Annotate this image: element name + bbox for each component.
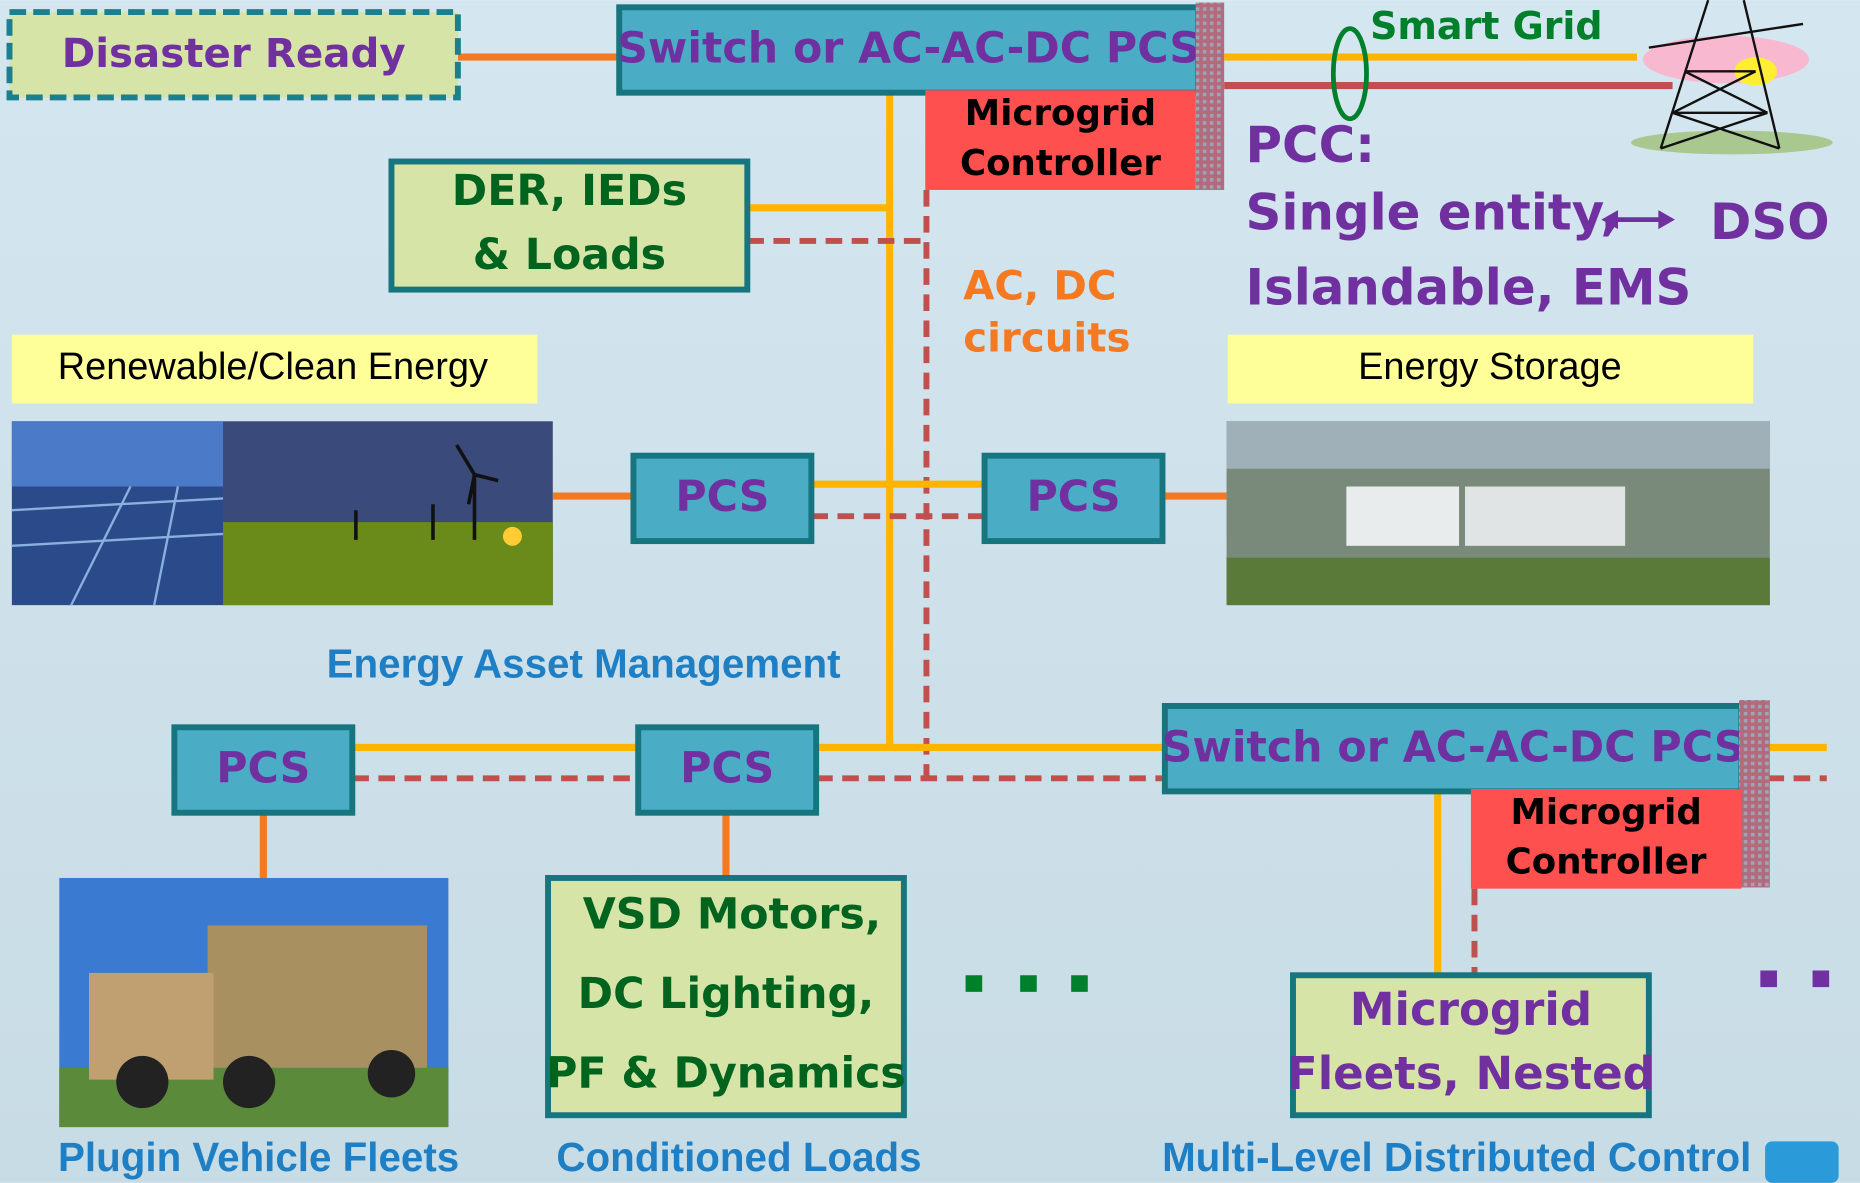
renewable-label: Renewable/Clean Energy [58,346,488,388]
page: Disaster Ready Switch or AC-AC-DC PCS Mi… [0,0,1860,1183]
circuits-label: circuits [963,315,1130,362]
diagram: Disaster Ready Switch or AC-AC-DC PCS Mi… [0,0,1860,1183]
der-label: & Loads [473,230,666,280]
pcs-label: PCS [675,472,769,522]
storage-photo [1227,421,1770,605]
caption: Plugin Vehicle Fleets [58,1134,459,1180]
loads-label: VSD Motors, [583,890,881,940]
switch-label: Switch or AC-AC-DC PCS [617,24,1200,74]
controller-label: Controller [960,143,1161,184]
pcs-label: PCS [1026,472,1120,522]
hatch-stripe [1739,700,1770,887]
logo-icon [1765,1141,1839,1183]
disaster-label: Disaster Ready [62,30,406,77]
loads-label: PF & Dynamics [546,1049,906,1099]
controller-label: Microgrid [965,93,1156,134]
fleets-label: Microgrid [1350,983,1592,1036]
dso-label: DSO [1710,193,1830,251]
controller-label: Microgrid [1510,792,1701,833]
pcc-text: Islandable, EMS [1246,258,1692,316]
circuits-label: AC, DC [963,262,1116,309]
pcs-label: PCS [216,744,310,794]
truck-photo [59,878,448,1127]
asset-management-label: Energy Asset Management [327,640,841,686]
switch-label: Switch or AC-AC-DC PCS [1162,722,1745,772]
storage-label: Energy Storage [1358,346,1622,388]
caption: Multi-Level Distributed Control [1162,1134,1751,1180]
controller-label: Controller [1506,842,1707,883]
pcs-label: PCS [680,744,774,794]
der-label: DER, IEDs [452,166,687,216]
loads-label: DC Lighting, [578,969,875,1019]
fleets-label: Fleets, Nested [1287,1047,1655,1100]
renewable-photo [12,421,553,605]
pcc-text: PCC: [1246,116,1376,174]
smart-grid-label: Smart Grid [1370,4,1603,48]
pcc-text: Single entity, [1246,184,1620,242]
hatch-stripe [1196,3,1224,190]
caption: Conditioned Loads [556,1134,921,1180]
